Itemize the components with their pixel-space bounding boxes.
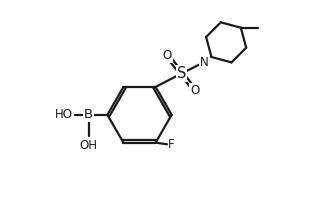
Text: N: N — [200, 56, 209, 69]
Text: O: O — [163, 49, 172, 62]
Text: F: F — [168, 138, 175, 151]
Text: B: B — [84, 108, 93, 121]
Text: O: O — [190, 84, 200, 97]
Text: N: N — [200, 56, 209, 69]
Text: S: S — [177, 66, 186, 81]
Text: OH: OH — [80, 139, 98, 152]
Text: HO: HO — [55, 108, 73, 121]
